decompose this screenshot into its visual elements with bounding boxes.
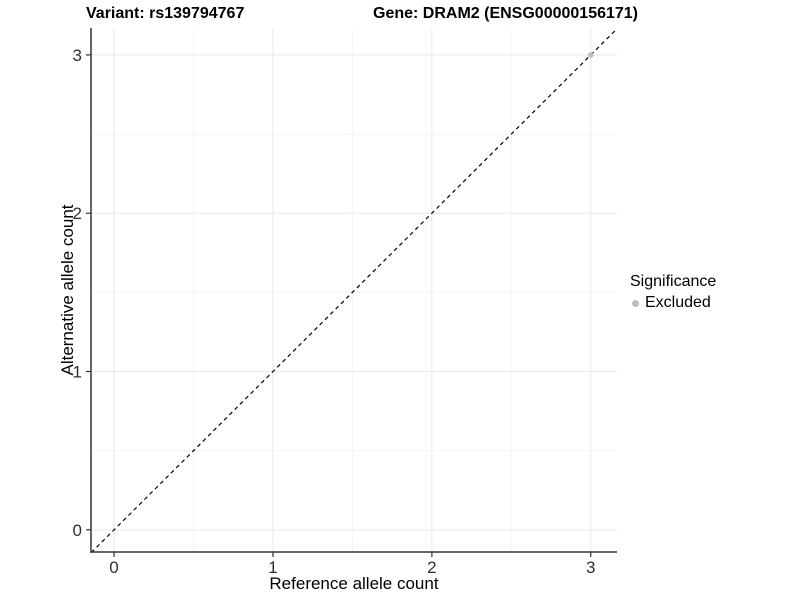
legend-item-excluded: Excluded: [630, 294, 716, 312]
x-tick-label: 1: [268, 558, 277, 577]
x-tick-label: 2: [427, 558, 436, 577]
legend-dot-icon: [632, 299, 639, 307]
legend: Significance Excluded: [630, 273, 716, 312]
data-point-excluded: [587, 52, 594, 58]
variant-title: Variant: rs139794767: [86, 5, 245, 22]
legend-title: Significance: [630, 273, 717, 290]
y-axis-title-text: Alternative allele count: [58, 204, 77, 376]
y-tick-label: 2: [73, 204, 82, 223]
y-tick-label: 1: [73, 363, 82, 382]
y-tick-label: 0: [73, 521, 82, 540]
legend-item-label: Excluded: [645, 294, 711, 311]
identity-reference-line: [91, 28, 617, 552]
y-tick-label: 3: [73, 46, 82, 65]
gene-title: Gene: DRAM2 (ENSG00000156171): [373, 5, 639, 22]
x-tick-label: 3: [586, 558, 595, 577]
x-axis-title: Reference allele count: [269, 574, 439, 593]
x-tick-label: 0: [109, 558, 118, 577]
